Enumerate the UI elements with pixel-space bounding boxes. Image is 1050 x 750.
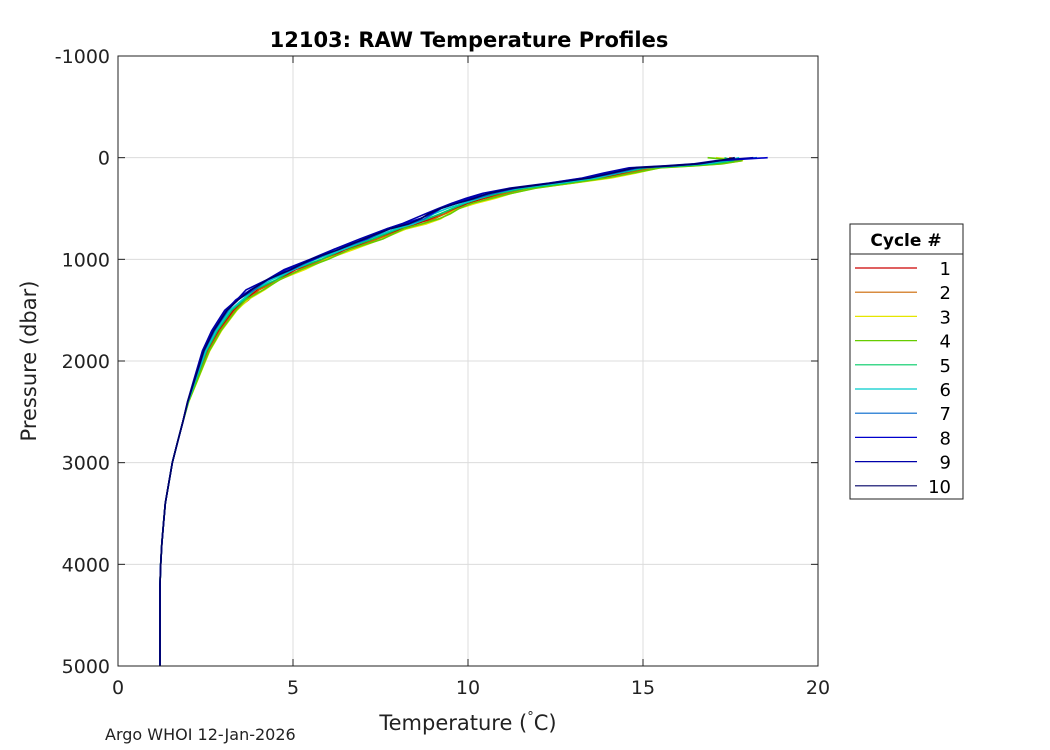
x-tick-label: 10 [456,677,480,699]
legend-title: Cycle # [870,231,941,251]
legend-label-8: 8 [940,428,951,449]
x-axis-label: Temperature (°C) [378,710,556,735]
legend-label-9: 9 [940,453,951,474]
x-tick-label: 0 [112,677,124,699]
legend-label-6: 6 [940,380,951,401]
profile-lines [159,156,768,666]
legend-label-1: 1 [940,259,951,280]
legend-entries: 1 2 3 4 5 6 7 8 9 10 [855,259,951,498]
footer-credit: Argo WHOI 12-Jan-2026 [105,725,296,744]
legend-label-7: 7 [940,404,951,425]
profile-line-cycle-10 [159,156,735,666]
x-axis-label-unit: C) [534,711,557,735]
y-tick-label: 5000 [62,656,110,678]
legend: Cycle # 1 2 3 4 5 6 7 8 9 10 [849,223,964,500]
x-tick-label: 20 [806,677,830,699]
legend-label-5: 5 [940,356,951,377]
legend-label-3: 3 [940,307,951,328]
y-tick-label: 0 [98,148,110,170]
y-axis-label: Pressure (dbar) [17,281,41,442]
legend-box [849,223,964,500]
legend-label-2: 2 [940,283,951,304]
legend-label-4: 4 [940,332,951,353]
x-tick-label: 5 [287,677,299,699]
y-tick-label: -1000 [55,46,110,68]
x-tick-label: 15 [631,677,655,699]
x-axis-label-main: Temperature ( [378,711,527,735]
axis-ticks: 0 5 10 15 20 -1000 0 1000 2000 3000 4000 5000 [55,46,830,699]
y-tick-label: 3000 [62,453,110,475]
degree-symbol: ° [527,710,534,725]
chart-title: 12103: RAW Temperature Profiles [270,28,669,52]
y-tick-label: 2000 [62,351,110,373]
y-tick-label: 4000 [62,554,110,576]
legend-label-10: 10 [928,477,951,498]
y-tick-label: 1000 [62,249,110,271]
